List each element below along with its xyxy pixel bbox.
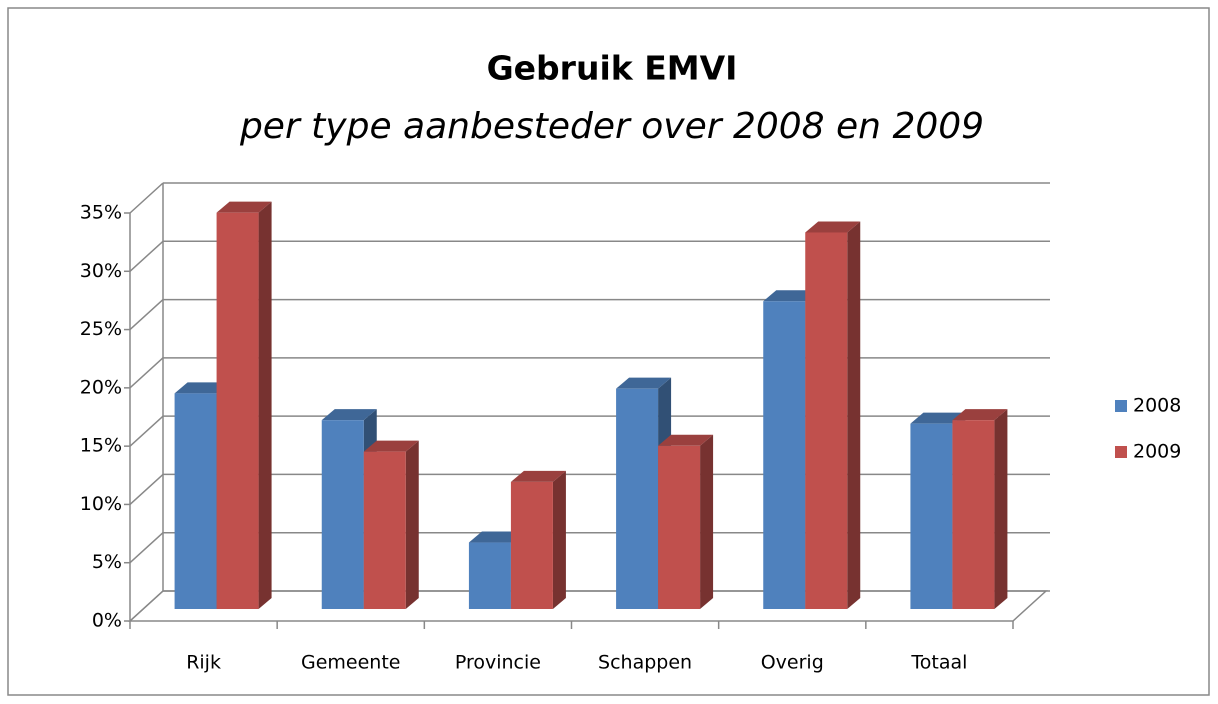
bar-top (658, 434, 714, 446)
bar-top (616, 377, 672, 389)
bar-side (847, 221, 861, 609)
y-tick-label: 5% (92, 551, 122, 573)
bar (616, 388, 659, 609)
x-tick-label: Overig (761, 652, 824, 674)
bar-side (700, 434, 714, 609)
bar (468, 542, 511, 609)
y-tick-label: 30% (80, 260, 122, 282)
x-tick-label: Provincie (455, 652, 541, 674)
bar (952, 420, 995, 609)
grid-line (129, 240, 164, 272)
grid-line (129, 357, 164, 389)
chart-subtitle: per type aanbesteder over 2008 en 2009 (239, 106, 984, 147)
bar-top (910, 412, 966, 424)
legend-swatch (1115, 400, 1127, 412)
bar-top (805, 221, 861, 233)
bar-side (258, 201, 272, 609)
y-tick-label: 10% (80, 493, 122, 515)
y-tick-label: 0% (92, 610, 122, 632)
grid-line (129, 473, 164, 505)
bar (321, 420, 364, 609)
grid-line (129, 590, 164, 622)
x-tick-label: Schappen (598, 652, 692, 674)
chart-title: Gebruik EMVI (487, 49, 738, 88)
bar-top (763, 290, 819, 302)
y-tick-label: 25% (80, 318, 122, 340)
bar-top (321, 409, 377, 421)
bar (658, 445, 701, 609)
bar-top (468, 531, 524, 543)
bar (363, 451, 406, 609)
bar (763, 301, 806, 609)
bar (805, 232, 848, 609)
x-tick-label: Rijk (186, 652, 221, 674)
legend-label: 2009 (1133, 441, 1181, 463)
y-tick-label: 20% (80, 376, 122, 398)
grid-line (129, 415, 164, 447)
bar (510, 481, 553, 609)
bar-top (216, 201, 272, 213)
grid-line (129, 532, 164, 564)
y-tick-label: 15% (80, 435, 122, 457)
legend-swatch (1115, 446, 1127, 458)
bar-side (994, 409, 1008, 609)
grid-line (129, 299, 164, 331)
grid-line (129, 182, 164, 214)
bar-side (552, 470, 566, 609)
bar-side (405, 440, 419, 609)
bar (910, 423, 953, 609)
bar (174, 393, 217, 609)
bar (216, 212, 259, 609)
bar-top (174, 382, 230, 394)
y-tick-label: 35% (80, 202, 122, 224)
bar-top (363, 440, 419, 452)
x-tick-label: Gemeente (301, 652, 400, 674)
bar-top (952, 409, 1008, 421)
bar-top (510, 470, 566, 482)
legend-label: 2008 (1133, 395, 1181, 417)
x-tick-label: Totaal (910, 652, 967, 674)
